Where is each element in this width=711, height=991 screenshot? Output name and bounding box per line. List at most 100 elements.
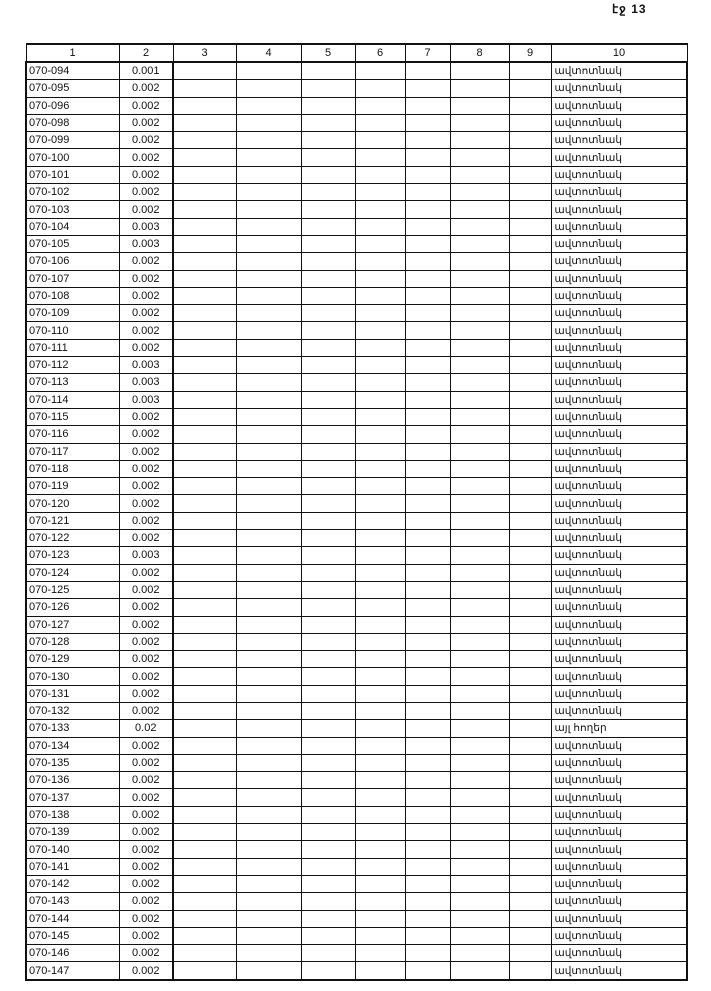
empty-cell xyxy=(508,650,552,669)
area-value: 0.002 xyxy=(118,304,174,323)
empty-cell xyxy=(172,546,237,565)
area-value: 0.002 xyxy=(118,823,174,842)
empty-cell xyxy=(404,148,451,167)
parcel-code: 070-096 xyxy=(25,96,120,115)
empty-cell xyxy=(354,823,406,842)
land-use: ավտոտնակ xyxy=(550,183,688,202)
empty-cell xyxy=(354,442,406,461)
area-value: 0.002 xyxy=(118,650,174,669)
empty-cell xyxy=(300,183,356,202)
area-value: 0.002 xyxy=(118,736,174,755)
empty-cell xyxy=(449,252,510,271)
empty-cell xyxy=(354,701,406,721)
empty-cell xyxy=(354,61,406,81)
parcel-code: 070-102 xyxy=(25,183,120,202)
empty-cell xyxy=(172,286,237,306)
table-row: 070-117 0.002 ավտոտնակ xyxy=(25,442,688,461)
empty-cell xyxy=(300,598,356,617)
area-value: 0.002 xyxy=(118,269,174,288)
empty-cell xyxy=(354,356,406,375)
parcel-code: 070-110 xyxy=(25,321,120,340)
parcel-code: 070-140 xyxy=(25,840,120,859)
parcel-code: 070-105 xyxy=(25,234,120,254)
area-value: 0.003 xyxy=(118,390,174,409)
land-use: ավտոտնակ xyxy=(550,338,688,358)
area-value: 0.002 xyxy=(118,788,174,807)
parcel-code: 070-138 xyxy=(25,805,120,825)
empty-cell xyxy=(508,459,552,479)
empty-cell xyxy=(449,61,510,81)
land-use: ավտոտնակ xyxy=(550,165,688,185)
table-row: 070-135 0.002 ավտոտնակ xyxy=(25,753,688,773)
area-value: 0.002 xyxy=(118,529,174,548)
table-row: 070-140 0.002 ավտոտնակ xyxy=(25,840,688,859)
empty-cell xyxy=(449,113,510,133)
empty-cell xyxy=(449,477,510,496)
empty-cell xyxy=(235,304,302,323)
parcel-code: 070-144 xyxy=(25,909,120,928)
empty-cell xyxy=(300,217,356,236)
empty-cell xyxy=(404,234,451,254)
empty-cell xyxy=(508,736,552,755)
empty-cell xyxy=(235,200,302,219)
empty-cell xyxy=(449,632,510,652)
empty-cell xyxy=(508,926,552,946)
empty-cell xyxy=(235,771,302,790)
empty-cell xyxy=(404,304,451,323)
empty-cell xyxy=(449,217,510,236)
area-value: 0.002 xyxy=(118,459,174,479)
empty-cell xyxy=(172,511,237,531)
area-value: 0.002 xyxy=(118,407,174,427)
area-value: 0.002 xyxy=(118,701,174,721)
empty-cell xyxy=(235,148,302,167)
area-value: 0.002 xyxy=(118,944,174,963)
parcel-code: 070-134 xyxy=(25,736,120,755)
empty-cell xyxy=(354,909,406,928)
land-use: ավտոտնակ xyxy=(550,892,688,911)
land-use: ավտոտնակ xyxy=(550,252,688,271)
area-value: 0.002 xyxy=(118,79,174,98)
parcel-code: 070-129 xyxy=(25,650,120,669)
table-row: 070-099 0.002 ավտոտնակ xyxy=(25,131,688,150)
empty-cell xyxy=(300,823,356,842)
empty-cell xyxy=(449,148,510,167)
empty-cell xyxy=(508,753,552,773)
empty-cell xyxy=(300,252,356,271)
empty-cell xyxy=(508,632,552,652)
empty-cell xyxy=(449,563,510,582)
area-value: 0.003 xyxy=(118,373,174,392)
empty-cell xyxy=(449,321,510,340)
empty-cell xyxy=(404,477,451,496)
empty-cell xyxy=(354,494,406,513)
empty-cell xyxy=(354,563,406,582)
empty-cell xyxy=(354,477,406,496)
parcel-code: 070-139 xyxy=(25,823,120,842)
empty-cell xyxy=(354,407,406,427)
empty-cell xyxy=(172,321,237,340)
table-row: 070-147 0.002 ավտոտնակ xyxy=(25,961,688,981)
empty-cell xyxy=(354,753,406,773)
area-value: 0.002 xyxy=(118,961,174,981)
empty-cell xyxy=(354,217,406,236)
table-row: 070-101 0.002 ավտոտնակ xyxy=(25,165,688,185)
area-value: 0.002 xyxy=(118,425,174,444)
parcel-code: 070-106 xyxy=(25,252,120,271)
land-use: ավտոտնակ xyxy=(550,459,688,479)
empty-cell xyxy=(354,944,406,963)
land-use: ավտոտնակ xyxy=(550,926,688,946)
empty-cell xyxy=(300,701,356,721)
empty-cell xyxy=(354,148,406,167)
empty-cell xyxy=(354,390,406,409)
empty-cell xyxy=(404,892,451,911)
area-value: 0.002 xyxy=(118,580,174,600)
empty-cell xyxy=(404,857,451,876)
land-use: ավտոտնակ xyxy=(550,356,688,375)
empty-cell xyxy=(235,546,302,565)
empty-cell xyxy=(508,286,552,306)
area-value: 0.002 xyxy=(118,771,174,790)
empty-cell xyxy=(235,407,302,427)
land-use: ավտոտնակ xyxy=(550,286,688,306)
empty-cell xyxy=(172,529,237,548)
empty-cell xyxy=(235,286,302,306)
empty-cell xyxy=(172,650,237,669)
